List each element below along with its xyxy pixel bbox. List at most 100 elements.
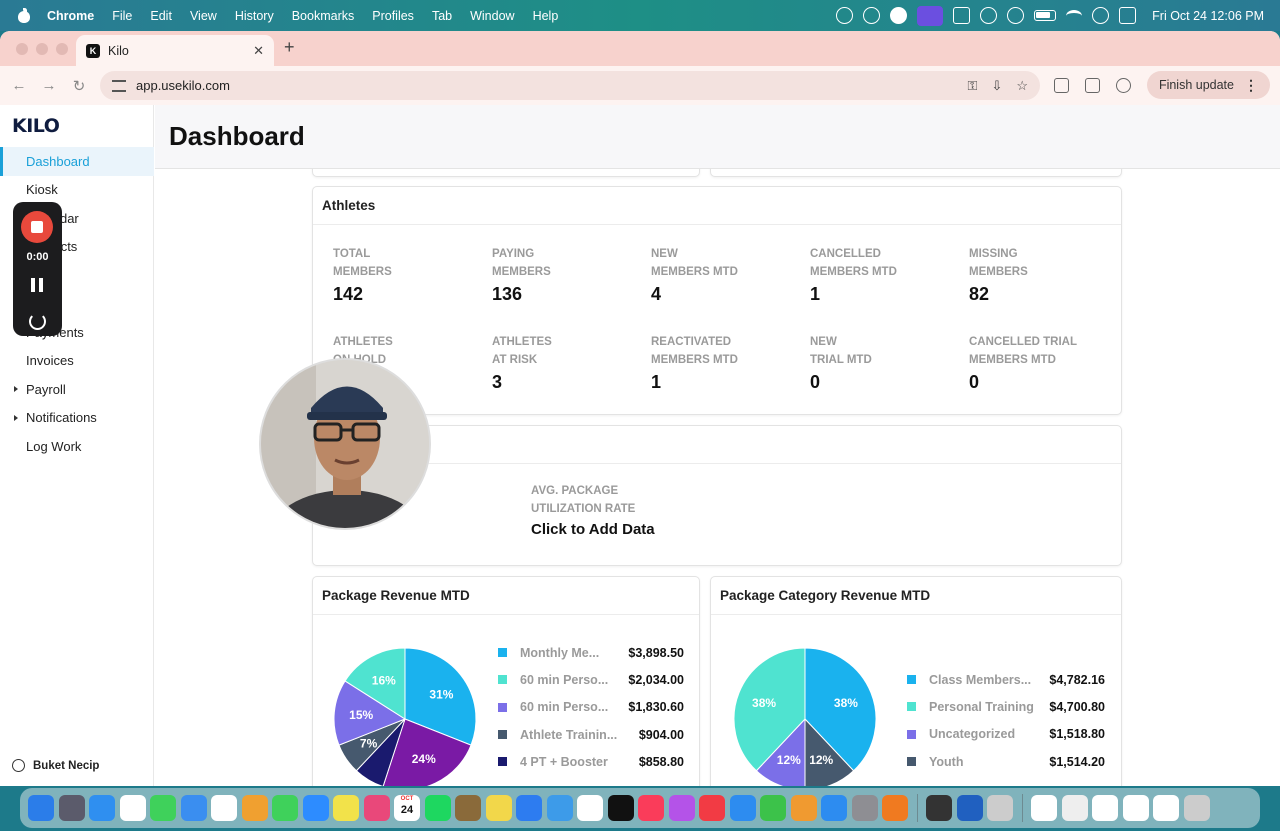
dock-app-icon[interactable] — [455, 795, 481, 821]
pie-slice[interactable] — [804, 647, 877, 772]
menu-profiles[interactable]: Profiles — [372, 8, 414, 23]
finish-update-button[interactable]: Finish update ⋮ — [1146, 71, 1270, 99]
sidebar-item-dashboard[interactable]: Dashboard — [0, 147, 154, 176]
dock-app-icon[interactable] — [272, 795, 298, 821]
dock-app-icon[interactable] — [882, 795, 908, 821]
athlete-stat[interactable]: NEW MEMBERS MTD 4 — [651, 245, 806, 305]
back-button[interactable]: ← — [11, 77, 27, 94]
close-tab-icon[interactable]: ✕ — [253, 43, 264, 58]
dock-trash-icon[interactable] — [1183, 795, 1210, 821]
pie-slice[interactable] — [404, 647, 477, 746]
dock-app-icon[interactable] — [668, 795, 695, 821]
dock-app-icon[interactable] — [760, 795, 786, 821]
dock-app-icon[interactable] — [729, 795, 756, 821]
click-to-add-data-link[interactable]: Click to Add Data — [531, 521, 655, 538]
legend-entry[interactable]: Uncategorized $1,518.80 — [907, 721, 1105, 748]
main-content[interactable]: Dashboard Athletes TOTAL MEMBERS 142 PAYING… — [155, 105, 1280, 786]
athlete-stat[interactable]: CANCELLED TRIAL MEMBERS MTD 0 — [969, 333, 1124, 393]
sidebar-item-notifications[interactable]: Notifications — [0, 404, 154, 433]
dock-document-icon[interactable] — [1122, 795, 1149, 821]
site-settings-icon[interactable] — [112, 79, 126, 92]
pie-slice[interactable] — [733, 647, 806, 772]
dock-app-icon[interactable] — [956, 795, 983, 821]
circle-app-icon[interactable] — [980, 7, 998, 24]
dock-app-icon[interactable] — [180, 795, 207, 821]
dock-document-icon[interactable] — [1031, 795, 1057, 821]
m-app-icon[interactable] — [890, 7, 908, 24]
dock-app-icon[interactable] — [28, 795, 54, 821]
dock-app-icon[interactable] — [485, 795, 512, 821]
athlete-stat[interactable]: CANCELLED MEMBERS MTD 1 — [810, 245, 965, 305]
athlete-stat[interactable]: NEW TRIAL MTD 0 — [810, 333, 965, 393]
legend-entry[interactable]: Personal Training $4,700.80 — [907, 693, 1105, 720]
dock-app-icon[interactable] — [577, 795, 603, 821]
menu-tab[interactable]: Tab — [431, 8, 453, 23]
sidebar-item-kiosk[interactable]: Kiosk — [0, 176, 154, 205]
battery-icon[interactable] — [1034, 10, 1057, 21]
wifi-icon[interactable] — [1066, 9, 1083, 22]
play-icon[interactable] — [1007, 7, 1025, 24]
dock-app-icon[interactable] — [516, 795, 542, 821]
close-window-button[interactable] — [16, 42, 28, 55]
dock-app-icon[interactable] — [699, 795, 725, 821]
menu-app-name[interactable]: Chrome — [47, 8, 95, 23]
menu-edit[interactable]: Edit — [150, 8, 172, 23]
menu-history[interactable]: History — [234, 8, 274, 23]
dock-document-icon[interactable] — [1061, 795, 1088, 821]
minimize-window-button[interactable] — [36, 42, 48, 55]
dock-app-icon[interactable] — [851, 795, 878, 821]
pause-recording-icon[interactable] — [31, 278, 43, 292]
dock-app-icon[interactable] — [424, 795, 451, 821]
dock-app-icon[interactable] — [333, 795, 359, 821]
headphones-icon[interactable] — [863, 7, 881, 24]
dock-calendar-icon[interactable]: 24 — [394, 795, 420, 821]
dock-app-icon[interactable] — [89, 795, 115, 821]
dock-app-icon[interactable] — [821, 795, 847, 821]
menu-window[interactable]: Window — [470, 8, 515, 23]
athlete-stat[interactable]: REACTIVATED MEMBERS MTD 1 — [651, 333, 806, 393]
zoom-window-button[interactable] — [56, 42, 68, 55]
spotlight-search-icon[interactable] — [1092, 7, 1110, 24]
category-revenue-pie-chart[interactable]: 38% 12% 12% 38% — [733, 647, 883, 786]
athlete-stat[interactable]: ATHLETES AT RISK 3 — [492, 333, 647, 393]
dock-app-icon[interactable] — [150, 795, 176, 821]
dock-document-icon[interactable] — [1153, 795, 1179, 821]
kilo-logo[interactable]: KILO — [12, 115, 60, 137]
athlete-stat[interactable]: MISSING MEMBERS 82 — [969, 245, 1124, 305]
dock-app-icon[interactable] — [302, 795, 329, 821]
screen-recorder-icon[interactable] — [917, 5, 944, 26]
grammarly-icon[interactable] — [836, 7, 854, 24]
apple-icon[interactable] — [17, 8, 31, 23]
restart-recording-icon[interactable] — [29, 313, 46, 330]
legend-entry[interactable]: Class Members... $4,782.16 — [907, 666, 1105, 693]
pie-slice[interactable] — [344, 647, 406, 720]
new-tab-button[interactable]: + — [284, 37, 295, 57]
address-bar[interactable]: app.usekilo.com ⚿ ⇩ ☆ — [100, 71, 1040, 100]
control-center-icon[interactable] — [1119, 7, 1137, 24]
dock-app-icon[interactable] — [546, 795, 573, 821]
athlete-stat[interactable]: PAYING MEMBERS 136 — [492, 245, 647, 305]
url-text[interactable]: app.usekilo.com — [136, 78, 230, 93]
pie-slice[interactable] — [333, 680, 407, 746]
reload-button[interactable]: ↻ — [72, 77, 86, 95]
dock-app-icon[interactable] — [119, 795, 146, 821]
webcam-bubble[interactable] — [259, 358, 431, 530]
install-app-icon[interactable]: ⇩ — [991, 77, 1003, 93]
password-key-icon[interactable]: ⚿ — [967, 77, 978, 93]
dock-app-icon[interactable] — [790, 795, 817, 821]
sidebar-item-payroll[interactable]: Payroll — [0, 375, 154, 404]
profile-icon[interactable] — [1115, 77, 1131, 93]
legend-entry[interactable]: 60 min Perso... $2,034.00 — [498, 666, 684, 693]
browser-tab-kilo[interactable]: K Kilo ✕ — [76, 35, 274, 66]
menu-file[interactable]: File — [112, 8, 133, 23]
stop-recording-button[interactable] — [21, 211, 53, 243]
dock-app-icon[interactable] — [241, 795, 268, 821]
menu-help[interactable]: Help — [532, 8, 559, 23]
legend-entry[interactable]: Monthly Me... $3,898.50 — [498, 639, 684, 666]
dock-app-icon[interactable] — [607, 795, 634, 821]
dock-app-icon[interactable] — [211, 795, 237, 821]
menu-bookmarks[interactable]: Bookmarks — [291, 8, 355, 23]
legend-entry[interactable]: 60 min Perso... $1,830.60 — [498, 694, 684, 721]
menubar-clock[interactable]: Fri Oct 24 12:06 PM — [1152, 8, 1264, 23]
dock-app-icon[interactable] — [987, 795, 1013, 821]
